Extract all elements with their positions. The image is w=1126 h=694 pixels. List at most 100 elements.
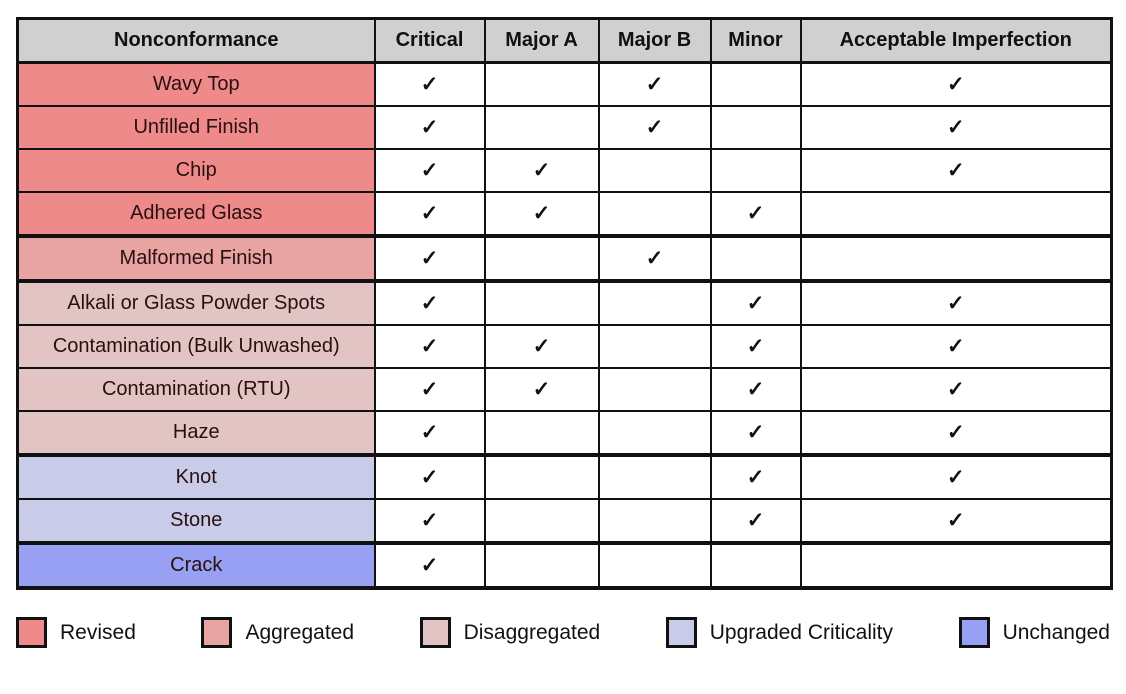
table-row-adhered-glass: Adhered Glass ✓ ✓ ✓	[16, 191, 1113, 237]
check-cell-checked: ✓	[709, 454, 802, 500]
check-cell-empty	[483, 61, 600, 107]
legend-label: Upgraded Criticality	[709, 620, 893, 644]
check-icon: ✓	[746, 291, 765, 315]
row-label: Stone	[16, 498, 376, 544]
check-cell-checked: ✓	[709, 498, 802, 544]
table-row-chip: Chip ✓ ✓ ✓	[16, 148, 1113, 193]
check-icon: ✓	[946, 72, 965, 96]
check-cell-empty	[597, 498, 712, 544]
table-row-knot: Knot ✓ ✓ ✓	[16, 454, 1113, 500]
check-icon: ✓	[420, 420, 439, 444]
check-cell-empty	[597, 367, 712, 412]
legend-item-unchanged: Unchanged	[958, 617, 1110, 648]
column-header-minor: Minor	[709, 17, 802, 64]
check-cell-checked: ✓	[709, 324, 802, 369]
check-cell-empty	[483, 235, 600, 282]
check-cell-checked: ✓	[373, 542, 486, 589]
legend-swatch-icon	[419, 617, 451, 648]
check-cell-empty	[709, 148, 802, 193]
check-cell-empty	[483, 454, 600, 500]
table-row-wavy-top: Wavy Top ✓ ✓ ✓	[16, 61, 1113, 107]
column-header-major-b: Major B	[597, 17, 712, 64]
check-icon: ✓	[746, 465, 765, 489]
table-row-unfilled-finish: Unfilled Finish ✓ ✓ ✓	[16, 105, 1113, 150]
check-cell-checked: ✓	[709, 191, 802, 237]
check-icon: ✓	[420, 465, 439, 489]
row-label: Alkali or Glass Powder Spots	[16, 280, 376, 326]
check-icon: ✓	[746, 508, 765, 532]
row-label: Unfilled Finish	[16, 105, 376, 150]
check-icon: ✓	[420, 334, 439, 358]
check-icon: ✓	[420, 115, 439, 139]
legend-label: Disaggregated	[463, 620, 601, 644]
check-icon: ✓	[946, 377, 965, 401]
column-header-nonconformance: Nonconformance	[16, 17, 376, 64]
check-icon: ✓	[532, 377, 551, 401]
legend-swatch-icon	[201, 617, 233, 648]
legend: Revised Aggregated Disaggregated Upgraded C…	[16, 617, 1110, 648]
table-row-contamination-rtu: Contamination (RTU) ✓ ✓ ✓ ✓	[16, 367, 1113, 412]
check-cell-checked: ✓	[597, 61, 712, 107]
table-row-stone: Stone ✓ ✓ ✓	[16, 498, 1113, 544]
legend-item-upgraded-criticality: Upgraded Criticality	[665, 617, 893, 648]
check-cell-empty	[709, 105, 802, 150]
check-icon: ✓	[645, 72, 664, 96]
check-cell-checked: ✓	[373, 367, 486, 412]
check-cell-empty	[799, 235, 1113, 282]
check-cell-empty	[597, 410, 712, 456]
check-cell-checked: ✓	[597, 235, 712, 282]
check-cell-empty	[597, 148, 712, 193]
check-cell-empty	[597, 324, 712, 369]
check-cell-checked: ✓	[483, 148, 600, 193]
check-icon: ✓	[946, 291, 965, 315]
check-icon: ✓	[645, 246, 664, 270]
check-cell-empty	[597, 280, 712, 326]
check-cell-empty	[483, 410, 600, 456]
legend-item-disaggregated: Disaggregated	[419, 617, 601, 648]
table-row-alkali-or-glass-powder-spots: Alkali or Glass Powder Spots ✓ ✓ ✓	[16, 280, 1113, 326]
check-icon: ✓	[746, 377, 765, 401]
check-cell-checked: ✓	[799, 148, 1113, 193]
check-icon: ✓	[420, 553, 439, 577]
row-label: Adhered Glass	[16, 191, 376, 237]
check-icon: ✓	[420, 246, 439, 270]
check-cell-checked: ✓	[709, 410, 802, 456]
check-cell-empty	[597, 454, 712, 500]
row-label: Wavy Top	[16, 61, 376, 107]
check-cell-checked: ✓	[373, 498, 486, 544]
check-cell-checked: ✓	[799, 324, 1113, 369]
legend-item-aggregated: Aggregated	[201, 617, 354, 648]
row-label: Haze	[16, 410, 376, 456]
check-cell-checked: ✓	[799, 410, 1113, 456]
check-cell-checked: ✓	[799, 367, 1113, 412]
row-label: Crack	[16, 542, 376, 589]
check-cell-checked: ✓	[483, 191, 600, 237]
row-label: Contamination (RTU)	[16, 367, 376, 412]
check-icon: ✓	[420, 291, 439, 315]
check-icon: ✓	[946, 465, 965, 489]
column-header-critical: Critical	[373, 17, 486, 64]
check-icon: ✓	[420, 377, 439, 401]
check-icon: ✓	[746, 201, 765, 225]
check-icon: ✓	[746, 420, 765, 444]
legend-label: Aggregated	[245, 620, 355, 644]
legend-swatch-icon	[16, 617, 47, 648]
check-cell-checked: ✓	[373, 105, 486, 150]
legend-label: Revised	[60, 620, 136, 644]
check-icon: ✓	[420, 508, 439, 532]
check-cell-checked: ✓	[373, 191, 486, 237]
check-icon: ✓	[946, 334, 965, 358]
check-cell-checked: ✓	[373, 324, 486, 369]
check-cell-empty	[709, 235, 802, 282]
check-icon: ✓	[420, 72, 439, 96]
check-cell-checked: ✓	[709, 280, 802, 326]
check-cell-empty	[597, 191, 712, 237]
check-icon: ✓	[946, 158, 965, 182]
check-cell-checked: ✓	[373, 61, 486, 107]
check-cell-empty	[483, 542, 600, 589]
nonconformance-table: Nonconformance Critical Major A Major B Mino…	[16, 17, 1113, 590]
check-cell-checked: ✓	[373, 454, 486, 500]
row-label: Knot	[16, 454, 376, 500]
check-icon: ✓	[746, 334, 765, 358]
table-row-contamination-bulk-unwashed: Contamination (Bulk Unwashed) ✓ ✓ ✓ ✓	[16, 324, 1113, 369]
